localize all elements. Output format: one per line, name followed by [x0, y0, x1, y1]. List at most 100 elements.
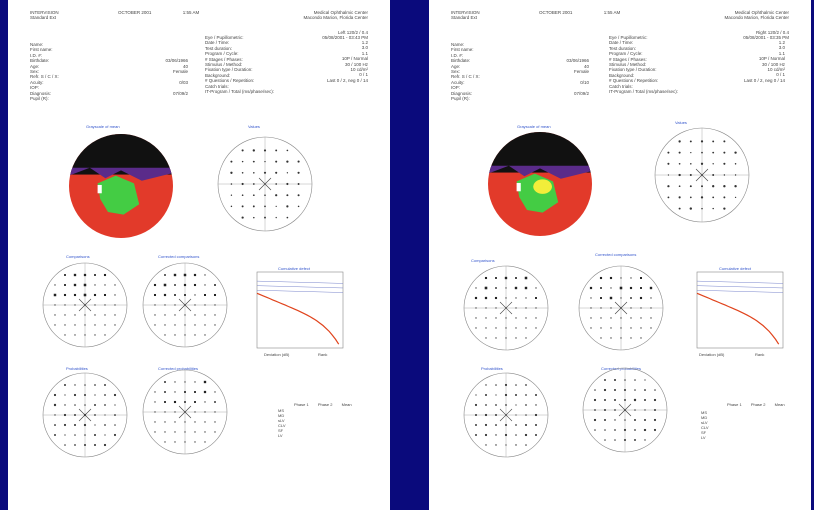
defect-symbol	[64, 284, 66, 286]
list-line: CLV	[701, 425, 709, 430]
field-dot	[634, 439, 636, 441]
defect-yellow-area	[533, 179, 552, 194]
field-dot	[230, 183, 233, 185]
field-dot	[84, 434, 86, 436]
list-line: Female	[573, 69, 589, 75]
field-dot	[485, 317, 487, 319]
cross-mark	[258, 177, 272, 191]
list-line: IOP:	[30, 85, 40, 91]
field-dot	[712, 196, 715, 199]
defect-symbol	[73, 283, 77, 287]
list-line: MD	[701, 415, 708, 420]
field-dot	[204, 304, 206, 306]
field-dot	[275, 205, 277, 208]
field-dot	[475, 307, 477, 309]
field-dot	[712, 151, 715, 154]
list-line: 1.2	[778, 40, 785, 45]
list-line: Program / Cycle:	[609, 51, 643, 57]
field-dot	[174, 421, 176, 423]
field-dot	[700, 196, 704, 199]
defect-symbol	[599, 276, 603, 280]
field-dot	[64, 314, 66, 316]
field-dot	[164, 334, 166, 336]
field-dot	[734, 196, 737, 199]
field-dot	[535, 327, 537, 329]
field-dot	[297, 183, 300, 185]
field-dot	[624, 399, 626, 401]
field-dot	[474, 403, 478, 407]
header-time: 1:55 AM	[182, 10, 200, 15]
field-dot	[74, 444, 76, 446]
table-col-3: Mean	[774, 402, 785, 407]
defect-symbol	[515, 277, 517, 279]
field-dot	[174, 391, 176, 393]
list-line: Fixation type / Duration:	[609, 67, 657, 73]
field-dot	[263, 149, 267, 152]
field-dot	[644, 439, 646, 441]
field-dot	[525, 394, 527, 396]
field-dot	[613, 378, 617, 382]
field-dot	[263, 171, 267, 174]
field-dot	[104, 384, 106, 386]
field-dot	[94, 324, 96, 326]
field-dot	[505, 327, 507, 329]
list-line: Refr. S / C / X:	[30, 74, 59, 80]
field-dot	[689, 196, 692, 199]
field-dot	[194, 334, 196, 336]
list-line: MS	[278, 408, 284, 413]
exam-date: 05/08/2001 - 03:43 PM	[322, 35, 368, 41]
field-dot	[474, 413, 478, 417]
field-dot	[723, 174, 726, 176]
field-dot	[667, 174, 670, 176]
field-dot	[505, 317, 507, 319]
field-dot	[253, 172, 255, 174]
field-dot	[74, 404, 76, 406]
list-line: Name:	[451, 42, 465, 47]
field-dot	[495, 307, 497, 309]
field-dot	[614, 409, 616, 411]
field-dot	[64, 384, 66, 386]
defect-symbol	[474, 296, 478, 300]
defect-symbol	[164, 401, 166, 403]
list-line: LV	[701, 435, 706, 440]
field-dot	[723, 162, 726, 165]
list-line: Sex:	[451, 69, 461, 75]
field-dot	[154, 431, 156, 433]
field-dot	[723, 140, 726, 143]
field-dot	[624, 379, 626, 381]
defect-symbol	[174, 294, 176, 296]
field-dot	[104, 394, 106, 396]
list-line: Last 0 / 2, neg 0 / 14	[743, 77, 785, 83]
field-dot	[590, 317, 592, 319]
field-dot	[164, 324, 166, 326]
field-dot	[515, 384, 517, 386]
field-dot	[525, 307, 527, 309]
field-dot	[634, 429, 636, 431]
list-line: 10 cd/m²	[350, 67, 368, 73]
list-line: # Stages / Phases:	[205, 56, 243, 62]
field-dot	[630, 337, 632, 339]
field-dot	[495, 404, 497, 406]
defect-symbol	[484, 276, 488, 280]
field-dot	[524, 423, 528, 427]
field-dot	[634, 419, 636, 421]
field-dot	[230, 205, 233, 208]
field-dot	[94, 424, 96, 426]
field-dot	[525, 384, 527, 386]
defect-symbol	[504, 276, 508, 280]
field-dot	[214, 391, 216, 393]
list-line: 0 / 1	[776, 72, 785, 78]
test-fields: Eye / Pupillometric: Date / Time: Test dur…	[205, 35, 274, 94]
field-dot	[620, 337, 622, 339]
field-dot	[594, 429, 596, 431]
field-dot	[690, 151, 692, 154]
field-dot	[620, 317, 622, 319]
defect-symbol	[495, 287, 497, 289]
defect-symbol	[600, 297, 602, 299]
field-dot	[83, 423, 87, 427]
field-dot	[74, 314, 76, 316]
field-dot	[241, 194, 244, 196]
normal-band-line	[256, 285, 344, 289]
defect-symbol	[183, 273, 187, 277]
field-dot	[275, 149, 278, 152]
